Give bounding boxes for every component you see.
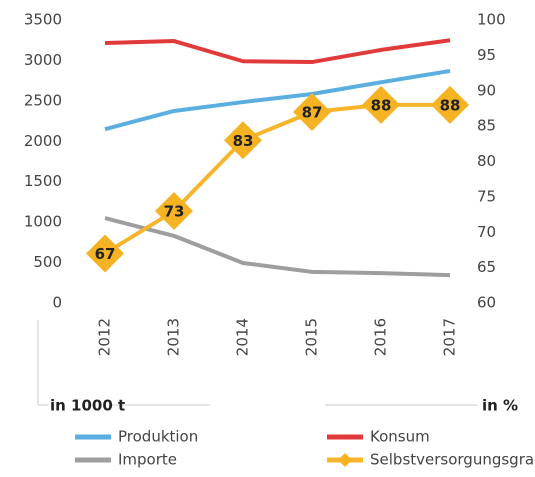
x-tick-label: 2012	[96, 318, 114, 356]
y-tick-label: 500	[33, 253, 62, 271]
y-tick-label: 2500	[24, 91, 62, 109]
legend-label: Selbstversorgungsgrad	[370, 451, 535, 469]
data-label: 67	[95, 245, 116, 263]
marker	[86, 234, 124, 273]
data-label: 87	[302, 103, 323, 121]
series-line	[104, 216, 451, 278]
y2-tick-label: 90	[477, 81, 496, 99]
y-tick-label: 1000	[24, 213, 62, 231]
y2-tick-label: 85	[477, 117, 496, 135]
series-line	[104, 38, 451, 65]
y2-tick-label: 70	[477, 223, 496, 241]
marker	[293, 92, 331, 131]
y2-tick-label: 95	[477, 46, 496, 64]
y-tick-label: 3500	[24, 11, 62, 29]
x-tick-label: 2013	[165, 318, 183, 356]
legend-label: Produktion	[118, 428, 198, 446]
y-tick-label: 3000	[24, 51, 62, 69]
y2-tick-label: 60	[477, 294, 496, 312]
y2-axis-label: in %	[482, 397, 518, 415]
y2-tick-label: 80	[477, 152, 496, 170]
x-tick-label: 2014	[234, 318, 252, 356]
x-tick-label: 2016	[372, 318, 390, 356]
data-label: 73	[164, 203, 185, 221]
marker	[224, 121, 262, 160]
x-tick-label: 2017	[441, 318, 459, 356]
y-tick-label: 1500	[24, 172, 62, 190]
series-line	[104, 68, 451, 132]
legend-label: Importe	[118, 451, 177, 469]
marker	[431, 85, 469, 124]
marker	[155, 192, 193, 231]
data-label: 88	[371, 96, 392, 114]
legend-marker	[338, 453, 352, 467]
y2-tick-label: 100	[477, 11, 506, 29]
y-tick-label: 0	[52, 294, 62, 312]
y-axis-label: in 1000 t	[50, 397, 125, 415]
x-tick-label: 2015	[303, 318, 321, 356]
marker	[362, 85, 400, 124]
y2-tick-label: 65	[477, 258, 496, 276]
data-label: 83	[233, 132, 254, 150]
y-tick-label: 2000	[24, 132, 62, 150]
legend-label: Konsum	[370, 428, 430, 446]
data-label: 88	[440, 96, 461, 114]
y2-tick-label: 75	[477, 187, 496, 205]
